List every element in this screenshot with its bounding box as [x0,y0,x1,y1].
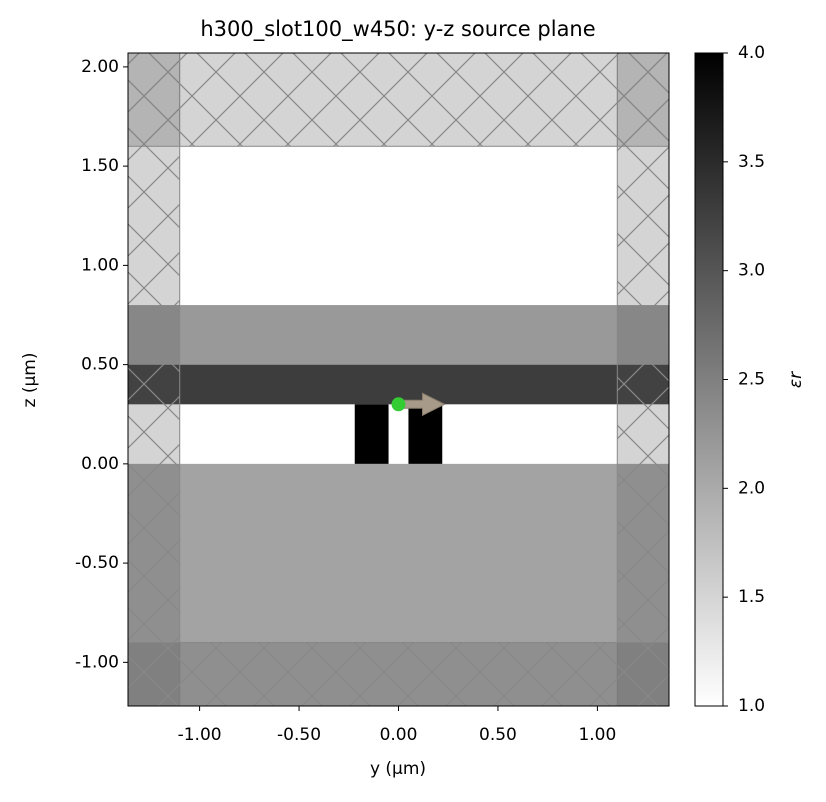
colorbar-tick-label: 3.0 [738,261,765,281]
x-tick-label: -0.50 [277,725,321,745]
colorbar-label: εr [786,371,806,388]
x-tick-label: 1.00 [578,725,616,745]
x-axis-label: y (µm) [370,759,426,779]
colorbar-tick-label: 4.0 [738,43,765,63]
structure-region [128,305,669,365]
x-tick-label: -1.00 [178,725,222,745]
y-tick-label: 1.50 [81,156,119,176]
y-tick-label: 1.00 [81,255,119,275]
chart-title: h300_slot100_w450: y-z source plane [200,17,595,42]
colorbar [694,52,724,707]
pml-hatch [128,53,180,706]
pml-hatch [617,53,669,706]
colorbar-tick-label: 3.5 [738,152,765,172]
colorbar-tick-label: 2.0 [738,478,765,498]
y-tick-label: 0.00 [81,454,119,474]
y-tick-label: -1.00 [75,652,119,672]
x-tick-label: 0.00 [380,725,418,745]
x-tick-label: 0.50 [479,725,517,745]
structure-region [354,404,389,464]
pml-hatch [128,53,669,147]
colorbar-tick-label: 2.5 [738,370,765,390]
colorbar-tick-label: 1.5 [738,587,765,607]
y-tick-label: -0.50 [75,553,119,573]
y-tick-label: 2.00 [81,57,119,77]
y-axis-label: z (µm) [20,353,40,408]
pml-hatch [128,642,669,706]
source-point [391,397,406,412]
y-tick-label: 0.50 [81,355,119,375]
colorbar-tick-label: 1.0 [738,696,765,716]
plot-area [128,53,669,706]
